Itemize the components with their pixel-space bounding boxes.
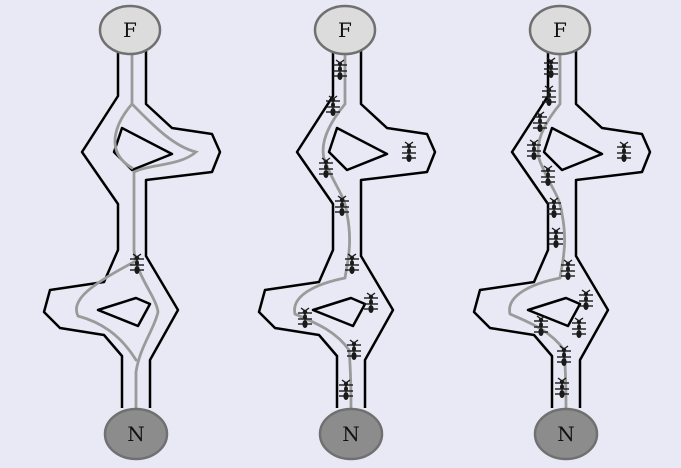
maze-island-bottom — [526, 296, 582, 328]
food-node-shape — [528, 4, 592, 56]
ants-layer — [527, 57, 631, 398]
trail-layer — [75, 52, 199, 412]
maze-walls — [42, 48, 222, 408]
ant-icon — [347, 339, 361, 360]
panel-1: F N — [42, 4, 222, 461]
pheromone-trail — [113, 102, 134, 170]
ant-icon — [402, 141, 416, 162]
ant-icon — [335, 195, 349, 216]
ant-icon — [572, 317, 586, 338]
panel-3: F N — [472, 4, 652, 461]
ant-icon — [364, 292, 378, 313]
maze-island-top — [327, 126, 389, 172]
maze-island-bottom — [311, 296, 367, 328]
ant-icon — [319, 157, 333, 178]
ant-icon — [579, 289, 593, 310]
food-node-label: F — [123, 18, 137, 42]
ant-icon — [549, 227, 563, 248]
food-node-shape — [98, 4, 162, 56]
ant-icon — [544, 57, 558, 78]
ant-icon — [561, 259, 575, 280]
ant-icon — [533, 111, 547, 132]
pheromone-trail — [293, 52, 353, 412]
ant-icon — [527, 139, 541, 160]
food-node: F — [528, 4, 592, 56]
maze-outer-wall-right — [144, 48, 222, 408]
maze-island-top — [542, 126, 604, 172]
maze-outer-wall-left — [257, 48, 339, 408]
nest-node-label: N — [557, 422, 575, 446]
nest-node-shape — [103, 407, 169, 461]
pheromone-trail — [130, 52, 199, 412]
nest-node-label: N — [127, 422, 145, 446]
ant-icon — [130, 253, 144, 274]
maze-island-bottom — [96, 296, 152, 328]
ant-icon — [326, 95, 340, 116]
food-node: F — [98, 4, 162, 56]
ants-layer — [130, 253, 144, 274]
maze-walls — [472, 48, 652, 408]
nest-node-shape — [318, 407, 384, 461]
maze-outer-wall-left — [42, 48, 124, 408]
ant-icon — [339, 379, 353, 400]
ant-icon — [557, 345, 571, 366]
nest-node: N — [103, 407, 169, 461]
nest-node: N — [533, 407, 599, 461]
ant-icon — [333, 59, 347, 80]
ant-icon — [345, 253, 359, 274]
food-node-shape — [313, 4, 377, 56]
maze-outer-wall-left — [472, 48, 554, 408]
nest-node-shape — [533, 407, 599, 461]
ant-icon — [542, 85, 556, 106]
ant-icon — [534, 315, 548, 336]
ant-icon — [547, 197, 561, 218]
food-node: F — [313, 4, 377, 56]
nest-node: N — [318, 407, 384, 461]
food-node-label: F — [338, 18, 352, 42]
trail-layer — [293, 52, 353, 412]
maze-walls — [257, 48, 437, 408]
ants-layer — [298, 59, 416, 400]
nest-node-label: N — [342, 422, 360, 446]
food-node-label: F — [553, 18, 567, 42]
ant-icon — [617, 141, 631, 162]
ant-icon — [541, 165, 555, 186]
ant-icon — [298, 307, 312, 328]
ant-icon — [555, 377, 569, 398]
maze-outer-wall-right — [359, 48, 437, 408]
maze-outer-wall-right — [574, 48, 652, 408]
pheromone-trail — [75, 260, 138, 362]
panel-2: F N — [257, 4, 437, 461]
maze-island-top — [112, 126, 174, 172]
